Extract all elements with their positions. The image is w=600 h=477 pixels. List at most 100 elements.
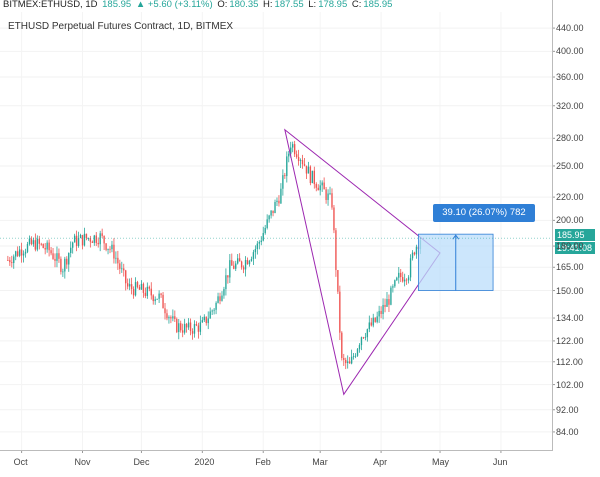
candle-body [56, 253, 58, 261]
candle-body [319, 185, 321, 191]
candle-body [266, 219, 268, 228]
candle-body [378, 310, 380, 317]
y-tick-label: 200.00 [556, 215, 584, 226]
candle-body [337, 270, 339, 292]
candle-body [325, 189, 327, 200]
candle-body [97, 242, 99, 245]
price-axis [552, 0, 553, 450]
candle-body [284, 175, 286, 177]
candle-body [16, 251, 19, 256]
candle-body [134, 282, 137, 296]
candle-body [403, 279, 406, 282]
candle-body [305, 165, 308, 174]
candle-body [109, 248, 111, 250]
candle-body [148, 286, 150, 289]
candle-body [40, 243, 42, 245]
candle-body [73, 235, 76, 243]
candle-body [152, 295, 154, 302]
candle-body [52, 253, 54, 259]
candle-body [107, 248, 109, 250]
candle-body [189, 322, 192, 332]
candle-body [244, 260, 247, 270]
candle-body [48, 242, 50, 251]
candle-body [380, 310, 382, 315]
candle-body [62, 271, 64, 273]
open-label: O: [217, 0, 228, 10]
candle-body [68, 252, 70, 265]
candle-body [87, 238, 90, 239]
candle-body [38, 238, 40, 244]
candle-body [398, 272, 400, 278]
candle-body [185, 323, 188, 328]
candle-body [119, 263, 121, 269]
candle-body [170, 317, 172, 319]
candle-body [117, 257, 119, 264]
candle-body [160, 293, 162, 295]
candle-body [388, 299, 390, 305]
last-price: 185.95 [102, 0, 132, 10]
candle-body [64, 258, 66, 272]
candle-body [227, 275, 229, 278]
candle-body [162, 294, 164, 309]
y-tick-label: 250.00 [556, 160, 584, 171]
candle-body [32, 240, 35, 245]
candle-body [195, 324, 198, 326]
candle-body [233, 265, 235, 269]
candle-body [248, 260, 251, 265]
candle-body [384, 304, 386, 307]
price-change: ▲ +5.60 (+3.11%) [135, 0, 213, 10]
candle-body [125, 270, 127, 284]
candle-body [331, 193, 333, 208]
candle-body [132, 289, 135, 296]
candle-body [280, 188, 282, 204]
time-axis [0, 450, 553, 451]
candle-body [405, 279, 408, 281]
candle-body [209, 311, 211, 319]
candle-body [18, 249, 21, 256]
current-price-badge: 185.95 [555, 229, 595, 241]
candle-body [315, 184, 317, 188]
candle-body [24, 251, 27, 254]
candle-body [103, 235, 105, 244]
candle-body [268, 215, 270, 220]
candle-body [197, 325, 200, 332]
candle-body [299, 160, 302, 162]
y-tick-label: 122.00 [556, 335, 584, 346]
candle-body [339, 291, 341, 333]
candle-body [13, 256, 15, 264]
candle-body [374, 317, 376, 322]
candle-body [260, 240, 262, 243]
candle-body [262, 233, 264, 241]
candle-body [307, 166, 310, 174]
candle-body [411, 252, 414, 259]
candle-body [219, 296, 221, 301]
candle-body [246, 260, 249, 265]
candle-body [180, 323, 182, 331]
candle-body [223, 289, 225, 296]
candle-body [128, 284, 131, 287]
candle-body [77, 237, 80, 247]
y-tick-label: 102.00 [556, 379, 584, 390]
candle-body [282, 175, 284, 189]
candle-body [238, 258, 241, 262]
candle-body [407, 277, 410, 281]
y-tick-label: 180.00 [556, 241, 584, 252]
candle-body [101, 233, 103, 236]
measure-arrow-head [452, 234, 460, 240]
y-tick-label: 440.00 [556, 23, 584, 34]
candle-body [191, 331, 194, 334]
candle-body [217, 296, 219, 303]
symbol-label[interactable]: BITMEX:ETHUSD, 1D [3, 0, 98, 10]
candle-body [278, 200, 280, 204]
high-label: H: [263, 0, 273, 10]
measure-label[interactable]: 39.10 (26.07%) 782 [433, 204, 535, 222]
candle-body [343, 357, 345, 360]
candle-body [193, 324, 196, 334]
candle-body [392, 286, 394, 288]
x-tick-label: May [432, 457, 450, 467]
candle-body [242, 267, 245, 270]
candle-body [317, 187, 319, 191]
candle-body [126, 283, 129, 287]
candle-body [327, 193, 329, 200]
